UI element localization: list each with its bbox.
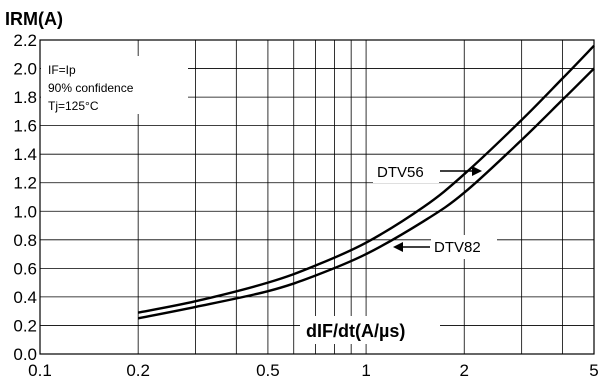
- series-arrowhead-dtv56: [472, 166, 482, 176]
- y-tick-label: 1.6: [13, 117, 37, 136]
- y-tick-label: 0.2: [13, 316, 37, 335]
- condition-line-2: 90% confidence: [48, 81, 134, 95]
- x-tick-label: 5: [589, 361, 598, 380]
- x-tick-label: 0.1: [28, 361, 52, 380]
- series-line-dtv82: [137, 67, 595, 320]
- x-axis-label-group: dIF/dt(A/µs): [300, 316, 440, 344]
- y-tick-label: 0.6: [13, 259, 37, 278]
- series-label-bg-dtv56: [373, 159, 439, 183]
- x-tick-label: 0.5: [256, 361, 280, 380]
- x-axis-label: dIF/dt(A/µs): [306, 321, 405, 341]
- series-arrowhead-dtv82: [393, 242, 403, 252]
- x-tick-label: 2: [460, 361, 469, 380]
- series-label-dtv56: DTV56: [377, 164, 424, 181]
- y-tick-label: 1.8: [13, 88, 37, 107]
- y-axis-label: IRM(A): [5, 9, 63, 29]
- y-tick-label: 2.2: [13, 31, 37, 50]
- y-tick-label: 1.0: [13, 202, 37, 221]
- condition-line-3: Tj=125°C: [48, 99, 99, 113]
- x-axis-label-background: [300, 316, 440, 344]
- y-tick-labels: 0.0 0.2 0.4 0.6 0.8 1.0 1.2 1.4 1.6 1.8 2.0 2.2: [13, 31, 37, 364]
- y-tick-label: 0.0: [13, 345, 37, 364]
- x-tick-labels: 0.1 0.2 0.5 1 2 5: [28, 361, 599, 380]
- series-labels: DTV56 DTV82: [373, 159, 497, 259]
- y-tick-label: 0.8: [13, 231, 37, 250]
- conditions-box: IF=Ip 90% confidence Tj=125°C: [41, 56, 188, 114]
- series-label-bg-dtv82: [431, 235, 497, 259]
- series-line-dtv56: [137, 44, 595, 314]
- x-tick-label: 0.2: [126, 361, 150, 380]
- y-tick-label: 2.0: [13, 60, 37, 79]
- series-label-dtv82: DTV82: [434, 239, 481, 256]
- y-tick-label: 0.4: [13, 288, 37, 307]
- condition-line-1: IF=Ip: [48, 63, 76, 77]
- y-tick-label: 1.2: [13, 174, 37, 193]
- x-tick-label: 1: [361, 361, 370, 380]
- conditions-box-background: [41, 56, 188, 114]
- y-tick-label: 1.4: [13, 145, 37, 164]
- series-curves: [137, 44, 595, 320]
- plot-frame: [39, 39, 595, 355]
